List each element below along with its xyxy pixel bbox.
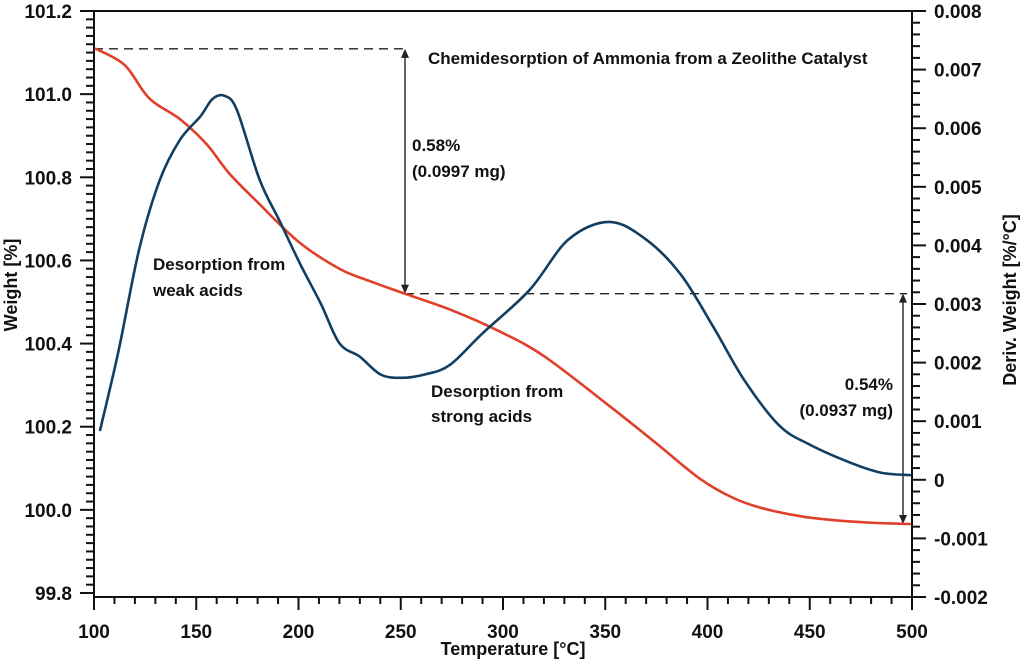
x-tick-label: 400 bbox=[692, 622, 724, 643]
annotation-loss1-mass: (0.0997 mg) bbox=[412, 162, 506, 181]
x-tick-label: 250 bbox=[385, 622, 417, 643]
y-right-tick-label: 0.007 bbox=[934, 61, 982, 82]
x-tick-label: 300 bbox=[487, 622, 519, 643]
annotation-loss2-percent: 0.54% bbox=[845, 375, 893, 394]
y-right-tick-label: 0.002 bbox=[934, 354, 982, 375]
annotation-loss1-percent: 0.58% bbox=[412, 136, 460, 155]
y-left-tick-label: 99.8 bbox=[35, 584, 72, 605]
tick-labels: 100 150 200 250 300 350 400 450 500 99.8 100.0 100.… bbox=[24, 2, 988, 643]
y-right-tick-label: -0.002 bbox=[934, 588, 988, 609]
weight-series-line bbox=[94, 47, 912, 526]
y-left-tick-label: 100.4 bbox=[24, 335, 72, 356]
annotation-loss2-mass: (0.0937 mg) bbox=[799, 401, 893, 420]
y-right-tick-label: 0.005 bbox=[934, 178, 982, 199]
annotation-strong-acids-line1: Desorption from bbox=[431, 382, 563, 401]
annotation-weak-acids-line2: weak acids bbox=[152, 281, 243, 300]
series-lines bbox=[94, 47, 912, 526]
arrow-loss2-head-up bbox=[899, 293, 907, 303]
x-axis-title: Temperature [°C] bbox=[441, 639, 586, 659]
deriv-weight-series-line bbox=[98, 93, 912, 477]
y-right-tick-label: 0.003 bbox=[934, 295, 982, 316]
y-right-tick-label: 0.004 bbox=[934, 236, 982, 257]
x-tick-label: 200 bbox=[283, 622, 315, 643]
arrow-loss1-head-down bbox=[401, 284, 409, 294]
y-left-tick-label: 101.0 bbox=[24, 85, 72, 106]
x-tick-label: 150 bbox=[180, 622, 212, 643]
y-right-axis-title: Deriv. Weight [%/°C] bbox=[1000, 214, 1020, 386]
tick-marks bbox=[80, 10, 926, 610]
y-right-tick-label: -0.001 bbox=[934, 529, 988, 550]
y-left-tick-label: 100.0 bbox=[24, 501, 72, 522]
x-tick-label: 500 bbox=[896, 622, 928, 643]
x-tick-label: 350 bbox=[589, 622, 621, 643]
y-left-axis-title: Weight [%] bbox=[1, 239, 21, 332]
y-left-tick-label: 101.2 bbox=[24, 2, 72, 23]
y-left-tick-label: 100.6 bbox=[24, 251, 72, 272]
arrow-loss2-head-down bbox=[899, 514, 907, 524]
x-tick-label: 450 bbox=[794, 622, 826, 643]
annotation-strong-acids-line2: strong acids bbox=[431, 407, 532, 426]
axes bbox=[93, 10, 913, 598]
annotation-guides bbox=[94, 48, 907, 524]
y-left-tick-label: 100.8 bbox=[24, 168, 72, 189]
y-right-tick-label: 0.006 bbox=[934, 119, 982, 140]
annotation-weak-acids-line1: Desorption from bbox=[153, 255, 285, 274]
y-left-tick-label: 100.2 bbox=[24, 418, 72, 439]
chart-title: Chemidesorption of Ammonia from a Zeolit… bbox=[428, 49, 868, 68]
y-right-tick-label: 0.008 bbox=[934, 2, 982, 23]
y-right-tick-label: 0.001 bbox=[934, 412, 982, 433]
y-right-tick-label: 0 bbox=[934, 471, 945, 492]
x-tick-label: 100 bbox=[78, 622, 110, 643]
arrow-loss1-head-up bbox=[401, 48, 409, 58]
